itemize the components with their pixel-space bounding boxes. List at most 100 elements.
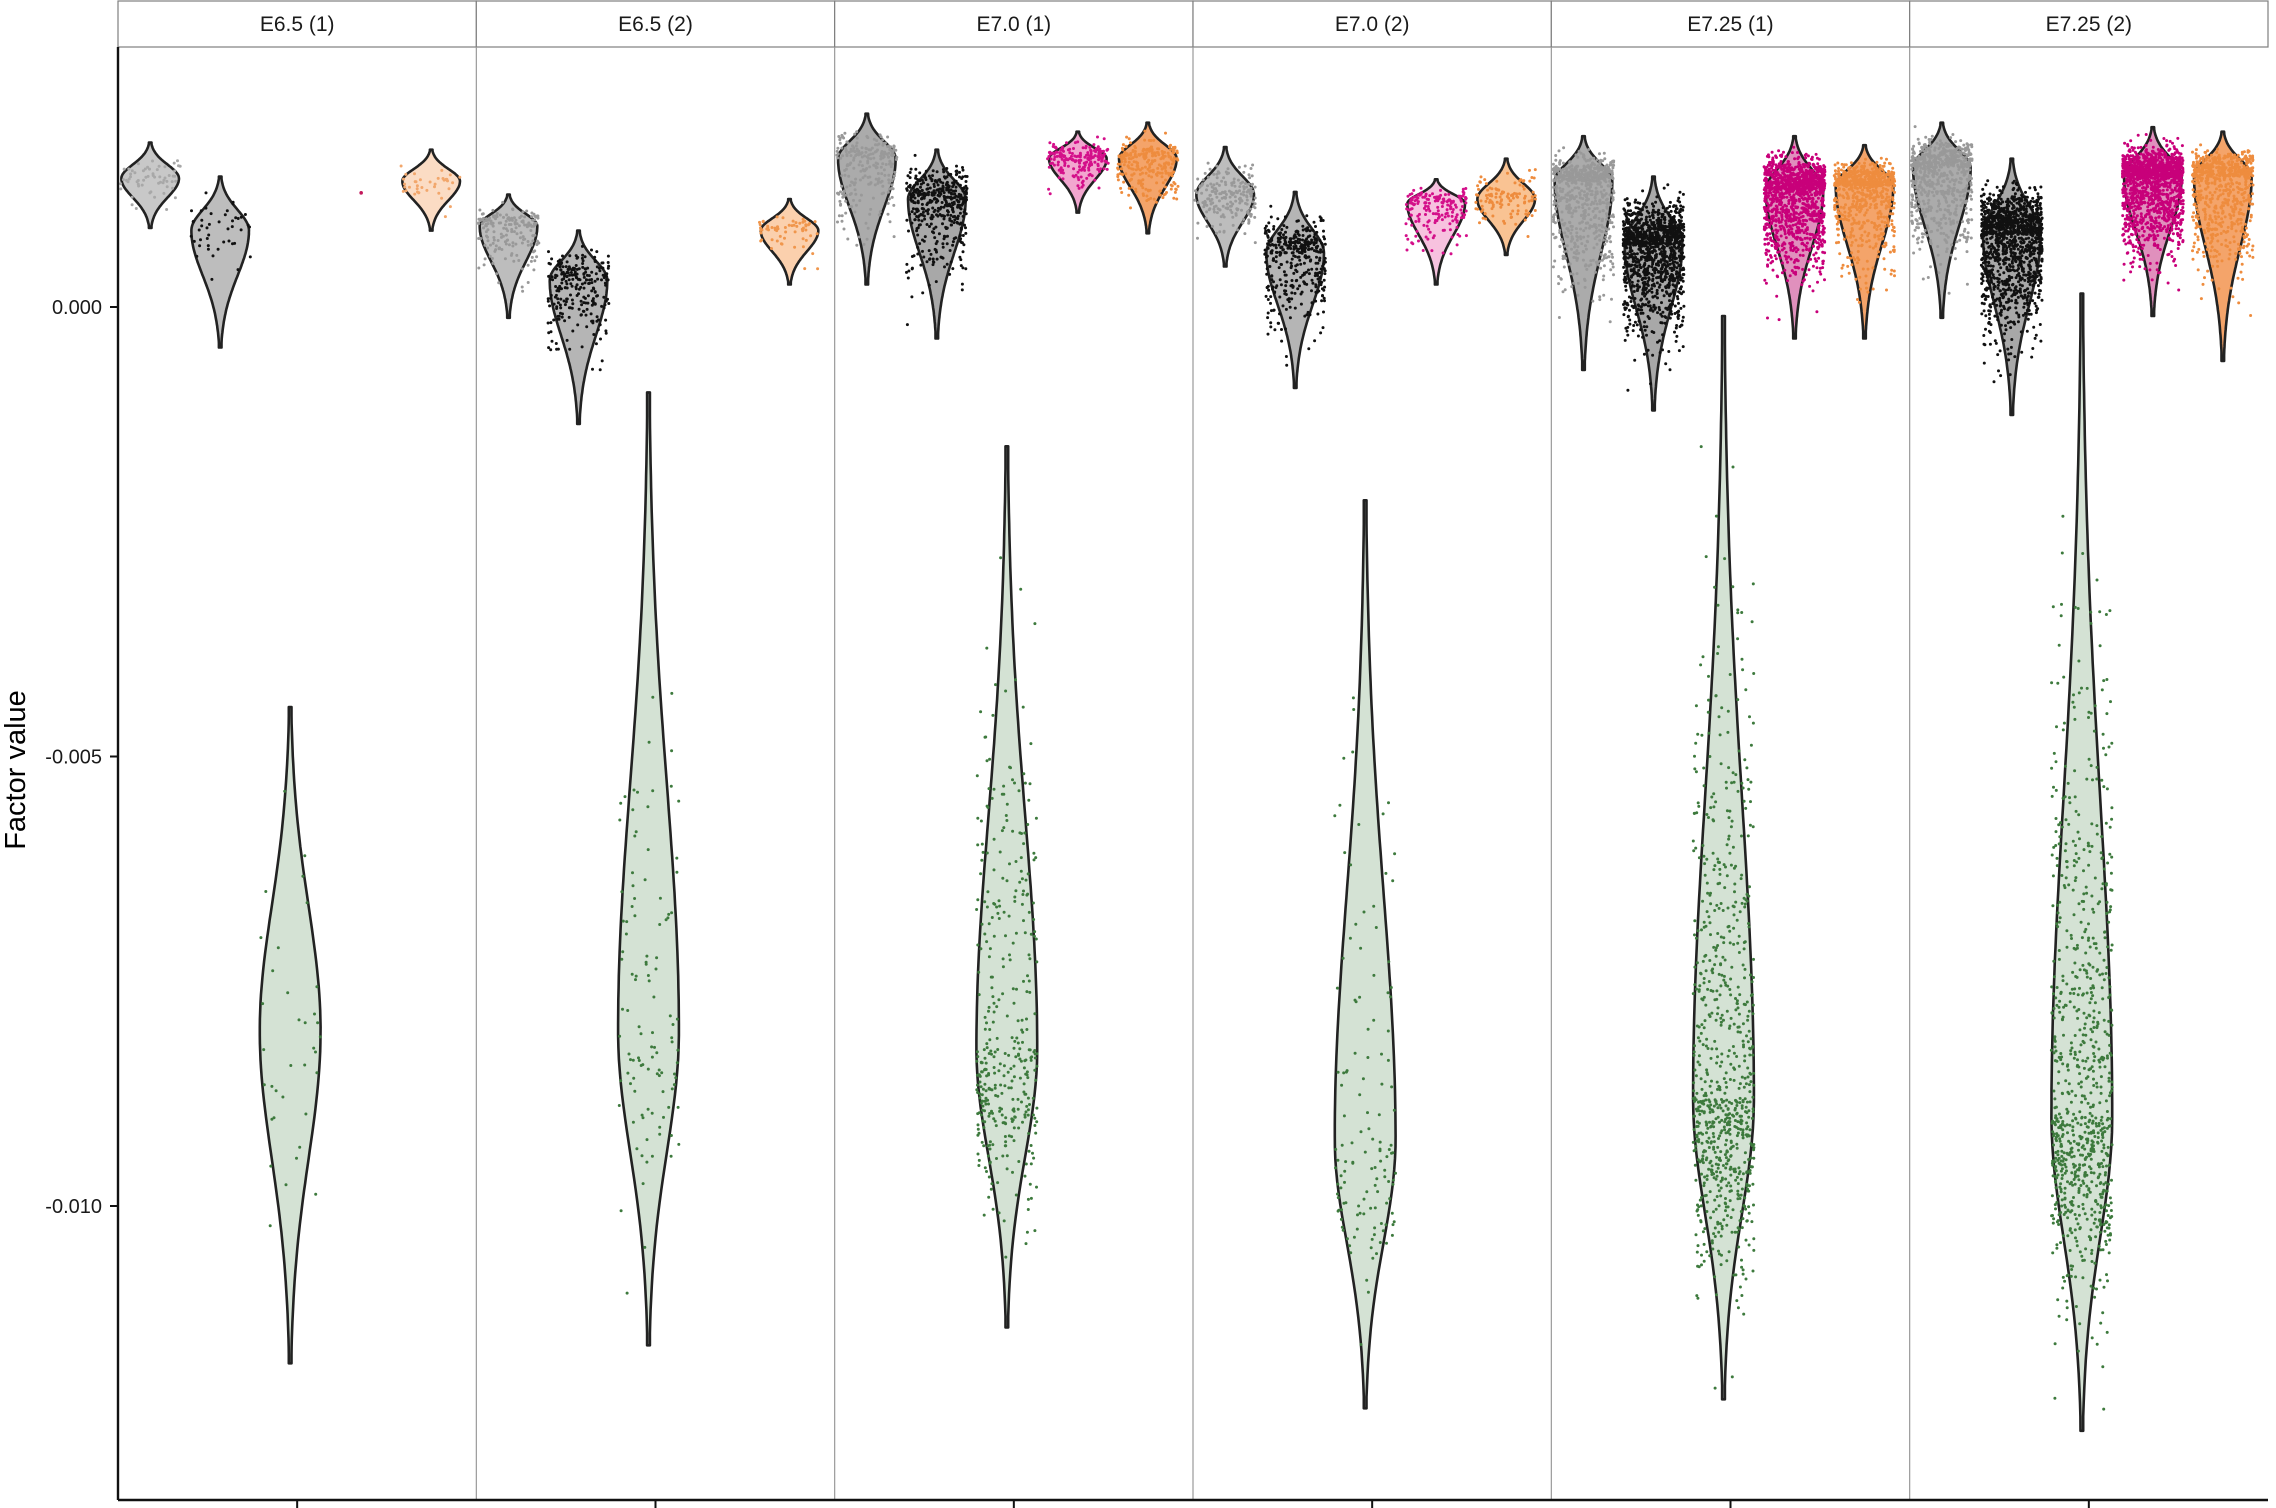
data-point	[1010, 1036, 1014, 1040]
data-point	[1648, 233, 1652, 237]
data-point	[1081, 146, 1085, 150]
data-point	[990, 1088, 994, 1092]
data-point	[674, 1076, 678, 1080]
data-point	[939, 255, 943, 259]
data-point	[1365, 1278, 1369, 1282]
data-point	[905, 218, 909, 222]
data-point	[599, 337, 602, 341]
data-point	[230, 225, 234, 229]
data-point	[1299, 262, 1303, 266]
data-point	[1196, 177, 1200, 181]
data-point	[1516, 212, 1520, 216]
data-point	[413, 172, 416, 176]
data-point	[1553, 221, 1557, 225]
data-point	[595, 315, 599, 319]
data-point	[1606, 165, 1610, 169]
data-point	[794, 221, 798, 225]
data-point	[1249, 213, 1253, 216]
data-point	[987, 1175, 991, 1179]
data-point	[1654, 200, 1658, 204]
data-point	[948, 249, 952, 252]
data-point	[1059, 148, 1063, 152]
data-point	[1206, 175, 1210, 179]
data-point	[1489, 193, 1493, 197]
data-point	[1241, 221, 1245, 225]
data-point	[985, 1021, 988, 1025]
data-point	[1404, 234, 1408, 238]
data-point	[1602, 170, 1606, 174]
data-point	[269, 1164, 273, 1168]
data-point	[606, 254, 610, 258]
data-point	[1365, 1190, 1369, 1194]
data-point	[853, 132, 857, 136]
data-point	[1284, 236, 1288, 240]
data-point	[1657, 263, 1661, 267]
data-point	[1584, 247, 1588, 251]
data-point	[1570, 181, 1574, 185]
data-point	[1602, 254, 1606, 258]
data-point	[1005, 1154, 1009, 1158]
data-point	[600, 304, 604, 308]
data-point	[1033, 1229, 1037, 1233]
data-point	[1464, 234, 1468, 238]
data-point	[950, 192, 954, 196]
data-point	[803, 267, 807, 271]
data-point	[976, 1152, 980, 1156]
data-point	[919, 212, 923, 216]
data-point	[1579, 237, 1583, 241]
data-point	[1642, 325, 1646, 329]
data-point	[1566, 170, 1570, 174]
data-point	[1342, 1114, 1346, 1118]
data-point	[162, 178, 166, 182]
data-point	[874, 177, 878, 181]
data-point	[1029, 1058, 1033, 1062]
data-point	[1673, 284, 1677, 288]
data-point	[651, 1031, 654, 1035]
data-point	[643, 1245, 647, 1249]
data-point	[1389, 995, 1392, 999]
data-point	[976, 1112, 980, 1116]
data-point	[997, 917, 1001, 920]
data-point	[1348, 936, 1352, 940]
violin-group-5	[759, 197, 820, 286]
data-point	[1025, 1028, 1029, 1031]
data-point	[1222, 191, 1226, 195]
data-point	[1288, 305, 1292, 309]
data-point	[1483, 178, 1487, 182]
data-point	[1681, 279, 1685, 283]
data-point	[157, 164, 161, 168]
data-point	[1028, 957, 1032, 961]
data-point	[1459, 208, 1463, 212]
data-point	[639, 1064, 643, 1067]
data-point	[1137, 153, 1141, 156]
data-point	[847, 174, 851, 178]
data-point	[1676, 315, 1680, 319]
data-point	[1003, 1052, 1007, 1055]
data-point	[1528, 179, 1532, 183]
data-point	[1263, 248, 1267, 252]
data-point	[1010, 1117, 1014, 1121]
data-point	[595, 250, 599, 254]
data-point	[921, 249, 924, 253]
data-point	[1651, 353, 1655, 357]
data-point	[1635, 309, 1639, 313]
data-point	[586, 294, 590, 298]
data-point	[1590, 193, 1594, 197]
data-point	[488, 254, 492, 258]
data-point	[854, 203, 858, 207]
data-point	[1176, 158, 1180, 162]
data-point	[675, 1017, 679, 1021]
data-point	[127, 167, 131, 171]
data-point	[1570, 167, 1574, 171]
data-point	[1285, 243, 1289, 247]
data-point	[1381, 1229, 1385, 1233]
data-point	[1302, 261, 1306, 265]
data-point	[1230, 211, 1234, 214]
data-point	[625, 920, 629, 924]
data-point	[843, 173, 847, 177]
data-point	[1626, 333, 1630, 337]
data-point	[998, 850, 1002, 854]
data-point	[1451, 210, 1454, 214]
data-point	[1277, 243, 1281, 247]
data-point	[1577, 150, 1581, 153]
